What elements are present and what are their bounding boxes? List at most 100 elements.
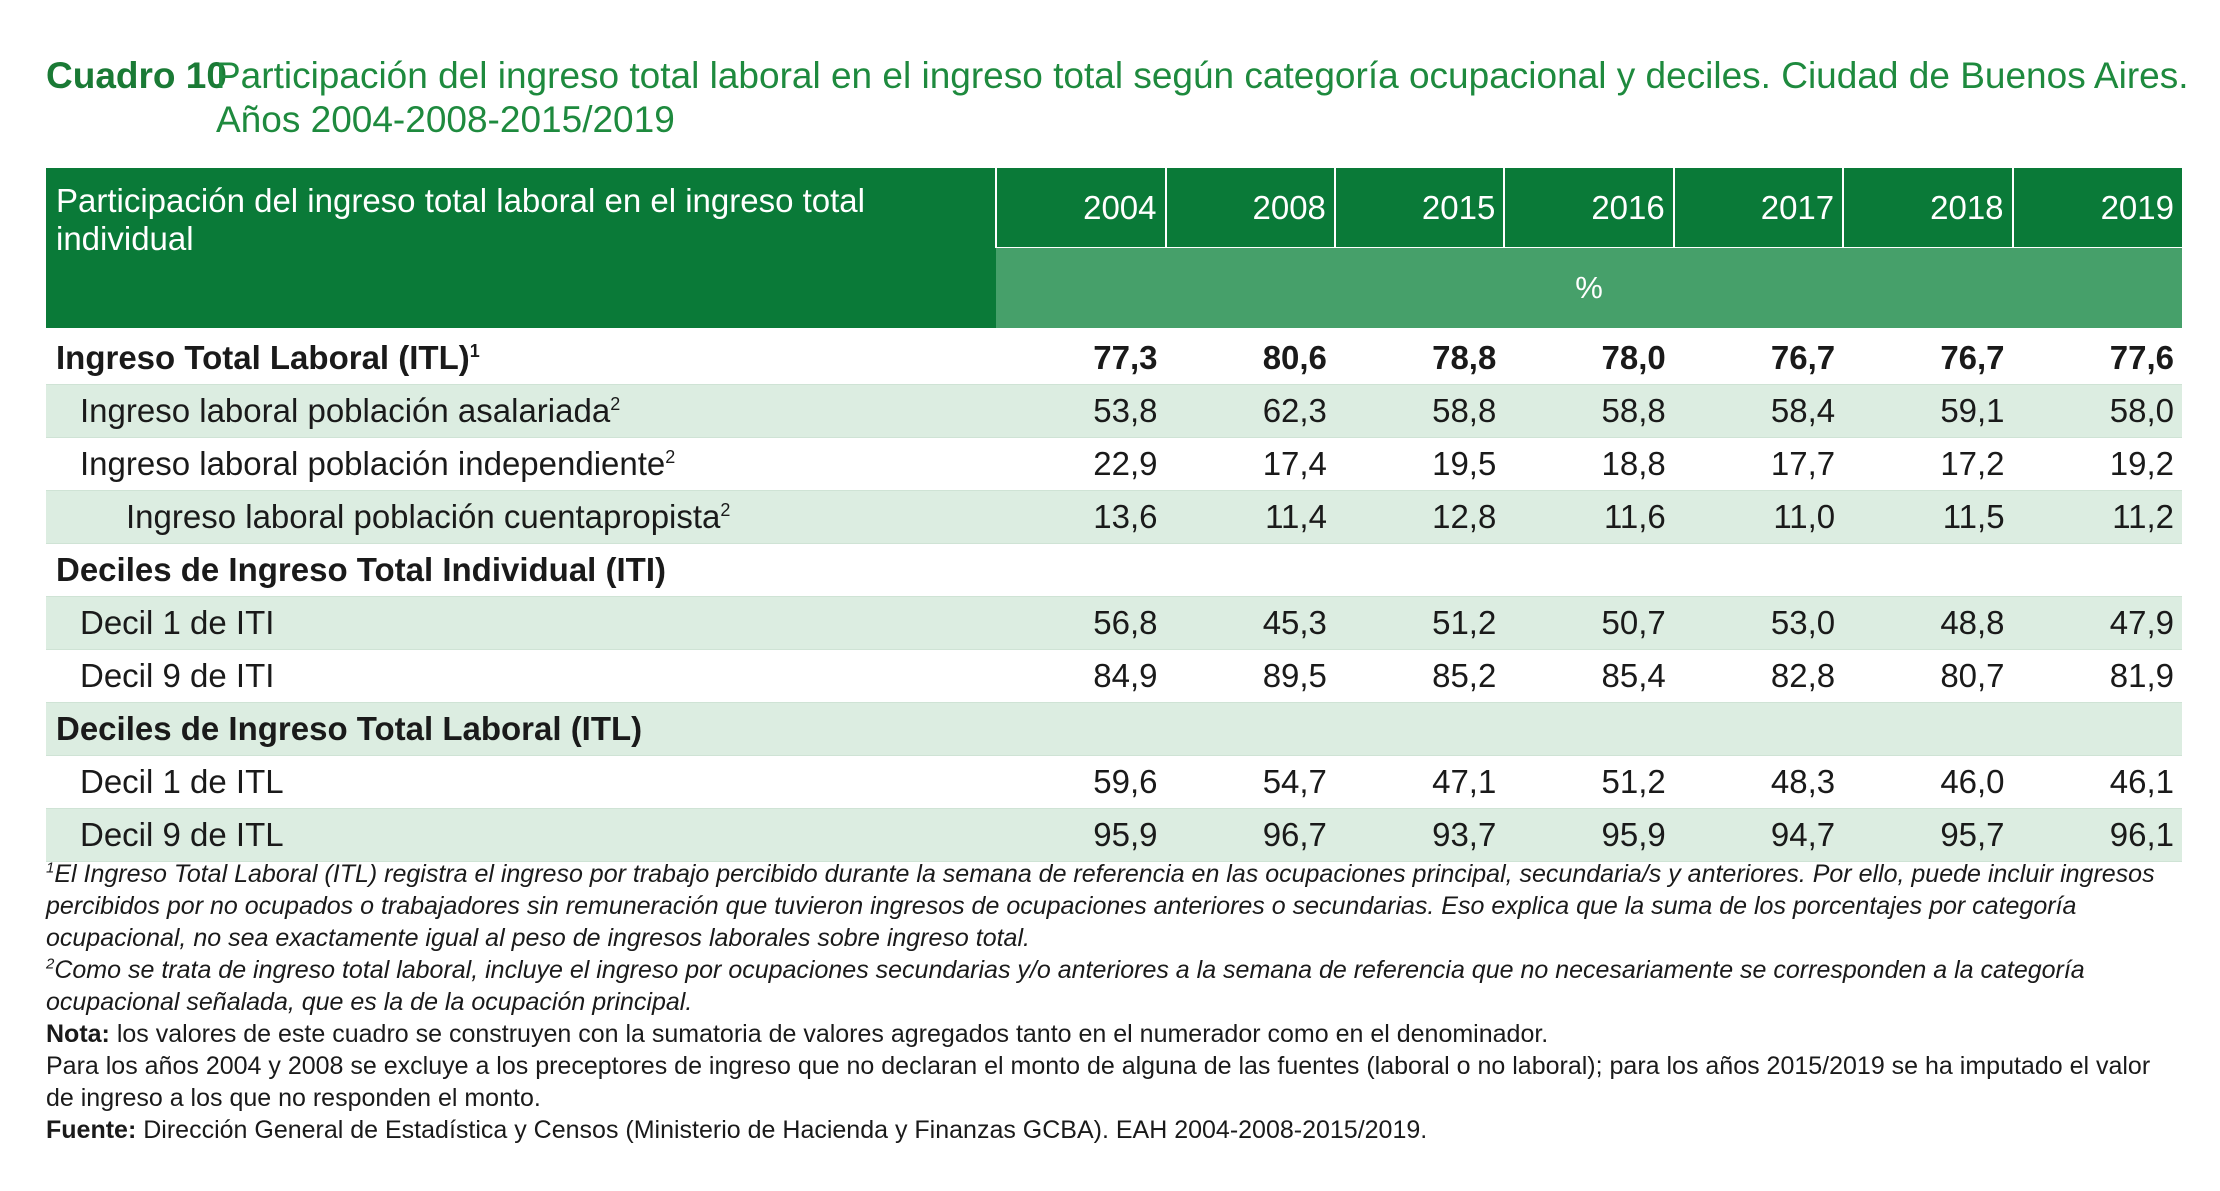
cell-value: 48,8 xyxy=(1843,596,2013,650)
cell-value xyxy=(1504,702,1674,756)
table-title: Cuadro 10Participación del ingreso total… xyxy=(46,54,2189,142)
cell-value: 48,3 xyxy=(1673,755,1844,809)
cell-value: 81,9 xyxy=(2012,649,2182,703)
table-row: Ingreso laboral población asalariada2 53,… xyxy=(46,384,2182,438)
table-row: Decil 1 de ITI 56,8 45,3 51,2 50,7 53,0 48,8 47… xyxy=(46,596,2182,650)
footnote-1: 1El Ingreso Total Laboral (ITL) registra… xyxy=(46,859,2155,952)
year-header: 2016 xyxy=(1503,168,1674,248)
data-table: Participación del ingreso total laboral … xyxy=(46,168,2182,862)
cell-value: 45,3 xyxy=(1165,596,1335,650)
year-header: 2017 xyxy=(1672,168,1844,248)
cell-value xyxy=(1334,543,1505,597)
cell-value: 11,6 xyxy=(1504,490,1674,544)
header-row: Participación del ingreso total laboral … xyxy=(46,168,2182,330)
cell-value: 78,0 xyxy=(1504,328,1674,385)
table-row: Decil 1 de ITL 59,6 54,7 47,1 51,2 48,3 46,0 46… xyxy=(46,755,2182,809)
cell-value xyxy=(1165,702,1335,756)
cell-value: 95,9 xyxy=(1504,808,1674,862)
table-row: Decil 9 de ITI 84,9 89,5 85,2 85,4 82,8 80,7 81… xyxy=(46,649,2182,703)
cell-value: 11,5 xyxy=(1843,490,2013,544)
row-label: Ingreso laboral población independiente2 xyxy=(46,437,997,491)
cell-value: 11,0 xyxy=(1673,490,1844,544)
cell-value: 62,3 xyxy=(1165,384,1335,438)
cell-value: 58,4 xyxy=(1673,384,1844,438)
row-label: Ingreso laboral población cuentapropista… xyxy=(46,490,997,544)
unit-label: % xyxy=(996,247,2182,330)
footnote-1-mark: 1 xyxy=(46,859,55,877)
footnote-2-mark: 2 xyxy=(46,955,55,973)
title-text: Participación del ingreso total laboral … xyxy=(216,55,2189,96)
cell-value: 58,8 xyxy=(1504,384,1674,438)
cell-value: 59,1 xyxy=(1843,384,2013,438)
cell-value: 51,2 xyxy=(1334,596,1505,650)
note: Nota: los valores de este cuadro se cons… xyxy=(46,1020,1549,1048)
cell-value: 17,4 xyxy=(1165,437,1335,491)
cell-value xyxy=(2012,702,2182,756)
table-row: Ingreso laboral población cuentapropista… xyxy=(46,490,2182,544)
footnote-ref: 1 xyxy=(469,341,480,361)
row-label: Decil 1 de ITI xyxy=(46,596,997,650)
cell-value: 12,8 xyxy=(1334,490,1505,544)
cell-value: 53,0 xyxy=(1673,596,1844,650)
cell-value: 47,1 xyxy=(1334,755,1505,809)
cell-value xyxy=(1843,543,2013,597)
row-label: Deciles de Ingreso Total Individual (ITI… xyxy=(46,543,997,597)
footnote-ref: 2 xyxy=(720,500,731,520)
cell-value xyxy=(996,543,1166,597)
year-header: 2019 xyxy=(2011,168,2182,248)
cell-value: 78,8 xyxy=(1334,328,1505,385)
cell-value: 85,2 xyxy=(1334,649,1505,703)
table-row: Ingreso Total Laboral (ITL)1 77,3 80,6 78,8… xyxy=(46,328,2182,385)
row-label: Ingreso Total Laboral (ITL)1 xyxy=(46,328,997,385)
table-row: Decil 9 de ITL 95,9 96,7 93,7 95,9 94,7 95,7 96… xyxy=(46,808,2182,862)
cell-value: 22,9 xyxy=(996,437,1166,491)
cell-value: 46,0 xyxy=(1843,755,2013,809)
unit-row: % xyxy=(46,247,2182,330)
cell-value: 94,7 xyxy=(1673,808,1844,862)
cell-value: 77,6 xyxy=(2012,328,2182,385)
cell-value: 17,7 xyxy=(1673,437,1844,491)
cell-value: 58,8 xyxy=(1334,384,1505,438)
cell-value: 11,2 xyxy=(2012,490,2182,544)
row-label: Decil 9 de ITL xyxy=(46,808,997,862)
cell-value: 56,8 xyxy=(996,596,1166,650)
cell-value: 93,7 xyxy=(1334,808,1505,862)
cell-value: 96,7 xyxy=(1165,808,1335,862)
footnotes: 1El Ingreso Total Laboral (ITL) registra… xyxy=(46,858,2182,1146)
cell-value xyxy=(1504,543,1674,597)
footnote-ref: 2 xyxy=(665,447,676,467)
cell-value: 89,5 xyxy=(1165,649,1335,703)
cell-value xyxy=(1843,702,2013,756)
cell-value: 54,7 xyxy=(1165,755,1335,809)
row-label: Decil 9 de ITI xyxy=(46,649,997,703)
note-2: Para los años 2004 y 2008 se excluye a l… xyxy=(46,1052,2151,1112)
cell-value: 76,7 xyxy=(1673,328,1844,385)
cell-value xyxy=(1165,543,1335,597)
cell-value: 95,7 xyxy=(1843,808,2013,862)
cell-value: 77,3 xyxy=(996,328,1166,385)
cell-value xyxy=(1334,702,1505,756)
year-header: 2015 xyxy=(1333,168,1505,248)
cell-value: 58,0 xyxy=(2012,384,2182,438)
table-number: Cuadro 10 xyxy=(46,55,227,96)
cell-value: 47,9 xyxy=(2012,596,2182,650)
cell-value: 80,7 xyxy=(1843,649,2013,703)
footnote-2: 2Como se trata de ingreso total laboral,… xyxy=(46,955,2085,1016)
header-label: Participación del ingreso total laboral … xyxy=(46,168,997,330)
cell-value: 50,7 xyxy=(1504,596,1674,650)
cell-value: 17,2 xyxy=(1843,437,2013,491)
cell-value: 51,2 xyxy=(1504,755,1674,809)
table-row: Deciles de Ingreso Total Individual (ITI… xyxy=(46,543,2182,597)
table-row: Deciles de Ingreso Total Laboral (ITL) xyxy=(46,702,2182,756)
cell-value: 82,8 xyxy=(1673,649,1844,703)
cell-value: 13,6 xyxy=(996,490,1166,544)
cell-value: 19,5 xyxy=(1334,437,1505,491)
cell-value: 53,8 xyxy=(996,384,1166,438)
cell-value: 84,9 xyxy=(996,649,1166,703)
cell-value: 80,6 xyxy=(1165,328,1335,385)
cell-value xyxy=(1673,543,1844,597)
table-row: Ingreso laboral población independiente2… xyxy=(46,437,2182,491)
row-label: Ingreso laboral población asalariada2 xyxy=(46,384,997,438)
cell-value: 76,7 xyxy=(1843,328,2013,385)
cell-value: 18,8 xyxy=(1504,437,1674,491)
